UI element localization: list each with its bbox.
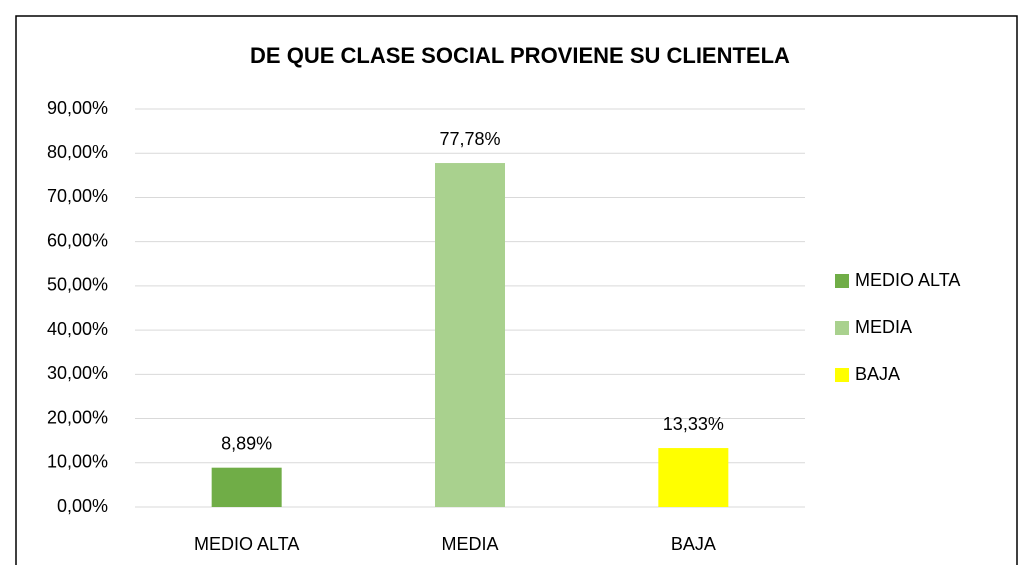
x-tick-label: MEDIA <box>441 534 498 554</box>
data-label: 13,33% <box>663 414 724 434</box>
y-tick-label: 30,00% <box>47 363 108 383</box>
x-tick-label: BAJA <box>671 534 716 554</box>
y-tick-label: 0,00% <box>57 496 108 516</box>
y-tick-label: 90,00% <box>47 98 108 118</box>
data-label: 77,78% <box>439 129 500 149</box>
y-tick-label: 10,00% <box>47 452 108 472</box>
chart-title: DE QUE CLASE SOCIAL PROVIENE SU CLIENTEL… <box>250 43 790 68</box>
legend-swatch <box>835 274 849 288</box>
legend-label: MEDIO ALTA <box>855 270 960 290</box>
bar <box>658 448 729 507</box>
bar <box>211 467 282 507</box>
x-tick-label: MEDIO ALTA <box>194 534 299 554</box>
legend-swatch <box>835 368 849 382</box>
y-tick-label: 60,00% <box>47 230 108 250</box>
legend-swatch <box>835 321 849 335</box>
y-tick-label: 70,00% <box>47 186 108 206</box>
y-tick-label: 80,00% <box>47 142 108 162</box>
y-tick-label: 50,00% <box>47 275 108 295</box>
y-tick-label: 40,00% <box>47 319 108 339</box>
chart-border <box>15 15 1018 565</box>
bar <box>435 163 505 507</box>
data-label: 8,89% <box>221 433 272 453</box>
y-tick-label: 20,00% <box>47 407 108 427</box>
legend-label: BAJA <box>855 364 900 384</box>
legend-label: MEDIA <box>855 317 912 337</box>
